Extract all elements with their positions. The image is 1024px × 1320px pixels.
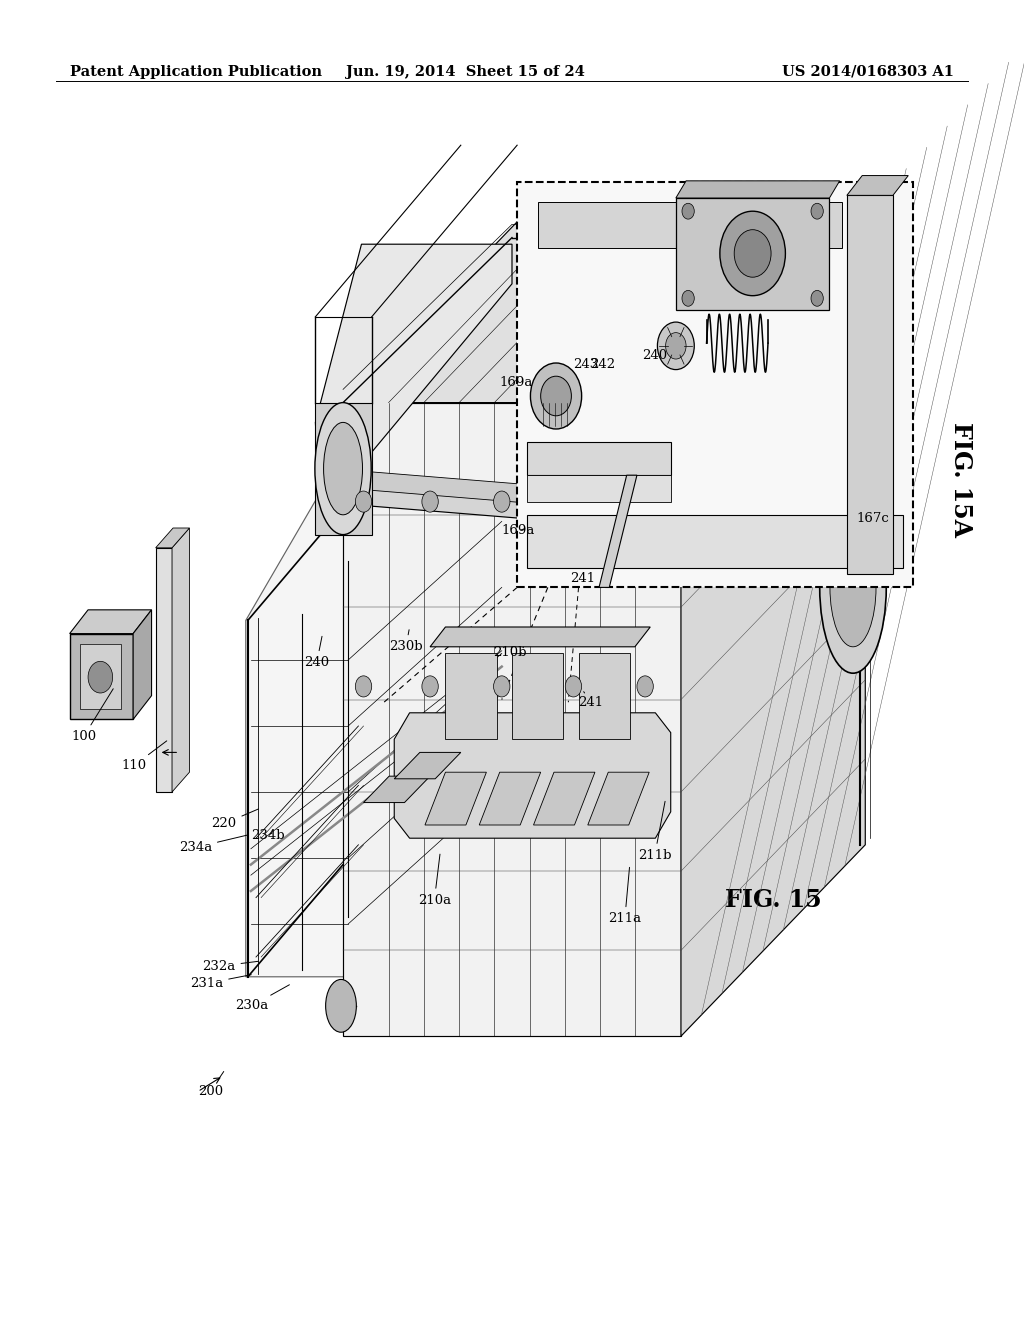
Text: 241: 241: [570, 572, 596, 585]
Circle shape: [682, 203, 694, 219]
Circle shape: [666, 333, 686, 359]
Circle shape: [88, 661, 113, 693]
Text: 100: 100: [71, 689, 114, 743]
Circle shape: [494, 491, 510, 512]
Text: 210b: 210b: [494, 645, 527, 659]
Polygon shape: [133, 610, 152, 719]
Polygon shape: [156, 548, 172, 792]
Circle shape: [494, 676, 510, 697]
Circle shape: [565, 676, 582, 697]
Polygon shape: [70, 610, 152, 634]
Polygon shape: [527, 475, 671, 502]
Text: 230a: 230a: [236, 985, 290, 1012]
Ellipse shape: [829, 528, 876, 647]
Text: 167c: 167c: [856, 512, 889, 525]
Polygon shape: [527, 515, 903, 568]
Circle shape: [422, 491, 438, 512]
Text: 230b: 230b: [389, 630, 423, 653]
Text: 210a: 210a: [418, 854, 451, 907]
Text: 110: 110: [121, 741, 167, 772]
Polygon shape: [315, 403, 372, 535]
Polygon shape: [246, 436, 512, 977]
Circle shape: [811, 203, 823, 219]
Circle shape: [657, 322, 694, 370]
Polygon shape: [343, 403, 681, 1036]
Text: 232a: 232a: [203, 960, 258, 973]
Circle shape: [355, 676, 372, 697]
Text: 200: 200: [198, 1072, 223, 1098]
Polygon shape: [425, 772, 486, 825]
Circle shape: [682, 290, 694, 306]
Ellipse shape: [326, 979, 356, 1032]
Polygon shape: [676, 181, 840, 198]
Text: 211b: 211b: [638, 801, 672, 862]
Polygon shape: [512, 653, 563, 739]
Polygon shape: [527, 442, 671, 475]
Polygon shape: [599, 475, 637, 587]
Circle shape: [422, 676, 438, 697]
Polygon shape: [847, 195, 893, 574]
Circle shape: [355, 491, 372, 512]
Text: 234b: 234b: [251, 829, 285, 842]
Polygon shape: [538, 202, 842, 248]
Polygon shape: [348, 471, 558, 504]
Text: 243: 243: [573, 358, 599, 371]
Text: US 2014/0168303 A1: US 2014/0168303 A1: [782, 65, 954, 79]
Circle shape: [541, 376, 571, 416]
Bar: [517, 182, 913, 587]
Text: 234a: 234a: [179, 834, 248, 854]
Text: 240: 240: [304, 636, 330, 669]
Text: 231a: 231a: [190, 974, 251, 990]
Text: FIG. 15: FIG. 15: [725, 888, 821, 912]
Circle shape: [637, 676, 653, 697]
Polygon shape: [80, 644, 121, 709]
Text: Patent Application Publication: Patent Application Publication: [70, 65, 322, 79]
Circle shape: [530, 363, 582, 429]
Circle shape: [637, 491, 653, 512]
Polygon shape: [588, 772, 649, 825]
Polygon shape: [315, 244, 512, 462]
Text: FIG. 15A: FIG. 15A: [948, 421, 973, 537]
Circle shape: [565, 491, 582, 512]
Text: 220: 220: [211, 809, 259, 830]
Text: 211a: 211a: [608, 867, 641, 925]
Polygon shape: [343, 211, 865, 403]
Text: 241: 241: [579, 692, 604, 709]
Text: Jun. 19, 2014  Sheet 15 of 24: Jun. 19, 2014 Sheet 15 of 24: [346, 65, 586, 79]
Circle shape: [734, 230, 771, 277]
Polygon shape: [156, 528, 189, 548]
Text: 242: 242: [590, 358, 615, 371]
Polygon shape: [445, 653, 497, 739]
Polygon shape: [364, 776, 430, 803]
Ellipse shape: [324, 422, 362, 515]
Circle shape: [811, 290, 823, 306]
Polygon shape: [172, 528, 189, 792]
Text: 169a: 169a: [500, 376, 534, 389]
Polygon shape: [430, 627, 650, 647]
Polygon shape: [394, 752, 461, 779]
Polygon shape: [394, 713, 671, 838]
Polygon shape: [847, 176, 908, 195]
Polygon shape: [70, 634, 133, 719]
Polygon shape: [676, 198, 829, 310]
Ellipse shape: [315, 403, 372, 535]
Polygon shape: [479, 772, 541, 825]
Polygon shape: [534, 772, 595, 825]
Polygon shape: [579, 653, 630, 739]
Circle shape: [720, 211, 785, 296]
Text: 169a: 169a: [502, 524, 536, 537]
Ellipse shape: [819, 502, 886, 673]
Text: 240: 240: [642, 348, 668, 362]
Polygon shape: [681, 211, 865, 1036]
Polygon shape: [348, 488, 558, 520]
